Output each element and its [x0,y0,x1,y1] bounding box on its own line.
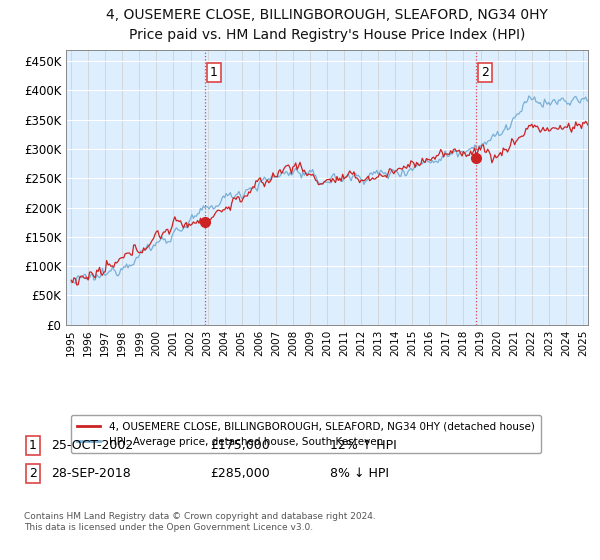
Text: 2: 2 [481,66,489,79]
Text: 2: 2 [29,466,37,480]
Text: 12% ↑ HPI: 12% ↑ HPI [330,438,397,452]
Text: Contains HM Land Registry data © Crown copyright and database right 2024.
This d: Contains HM Land Registry data © Crown c… [24,512,376,532]
Text: 25-OCT-2002: 25-OCT-2002 [51,438,133,452]
Text: 8% ↓ HPI: 8% ↓ HPI [330,466,389,480]
Text: £285,000: £285,000 [210,466,270,480]
Text: 1: 1 [29,438,37,452]
Title: 4, OUSEMERE CLOSE, BILLINGBOROUGH, SLEAFORD, NG34 0HY
Price paid vs. HM Land Reg: 4, OUSEMERE CLOSE, BILLINGBOROUGH, SLEAF… [106,8,548,43]
Text: 1: 1 [209,66,218,79]
Legend: 4, OUSEMERE CLOSE, BILLINGBOROUGH, SLEAFORD, NG34 0HY (detached house), HPI: Ave: 4, OUSEMERE CLOSE, BILLINGBOROUGH, SLEAF… [71,415,541,453]
Text: 28-SEP-2018: 28-SEP-2018 [51,466,131,480]
Text: £175,000: £175,000 [210,438,270,452]
